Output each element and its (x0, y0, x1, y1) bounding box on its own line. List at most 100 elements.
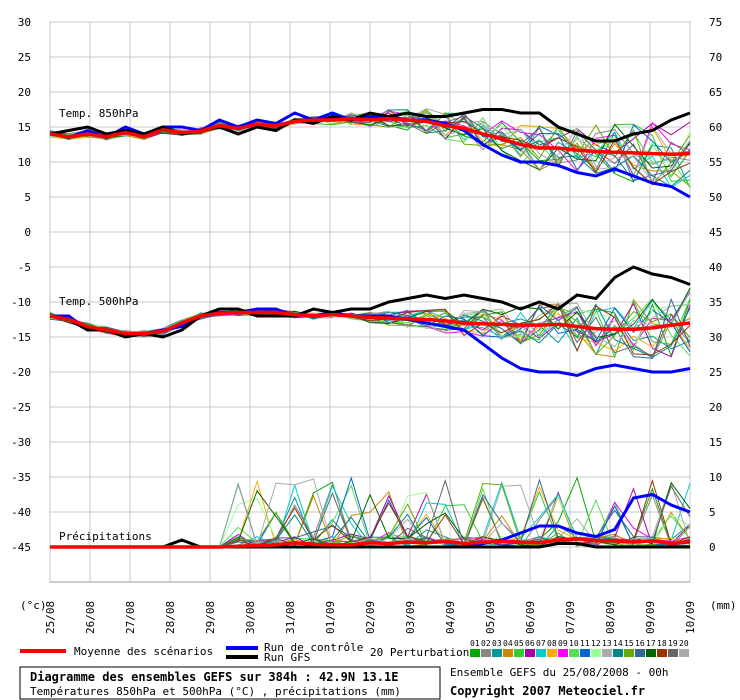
perturbation-id-label: 12 (591, 639, 601, 648)
footer-box (19, 666, 441, 700)
perturbation-id-label: 16 (635, 639, 645, 648)
perturbation-id-label: 20 (679, 639, 689, 648)
perturbation-id-label: 19 (668, 639, 678, 648)
left-tick-label: -40 (11, 506, 31, 519)
perturbation-id-label: 17 (646, 639, 656, 648)
main-series-lines (49, 108, 691, 549)
right-tick-label: 70 (709, 51, 722, 64)
x-tick-label: 26/08 (84, 601, 97, 634)
perturbation-id-label: 15 (624, 639, 634, 648)
x-tick-label: 07/09 (564, 601, 577, 634)
perturbation-swatch (646, 649, 656, 657)
right-tick-label: 65 (709, 86, 722, 99)
series-moyenne-des-sc-narios-precip (50, 536, 691, 549)
perturbation-id-label: 08 (547, 639, 557, 648)
x-tick-label: 05/09 (484, 601, 497, 634)
footer-copyright: Copyright 2007 Meteociel.fr (450, 684, 645, 698)
left-tick-label: -10 (11, 296, 31, 309)
perturbation-swatch (602, 649, 612, 657)
x-tick-label: 04/09 (444, 601, 457, 634)
grid (49, 21, 691, 583)
perturbation-swatch (536, 649, 546, 657)
x-tick-label: 27/08 (124, 601, 137, 634)
legend-label-gfs: Run GFS (264, 651, 310, 664)
left-tick-label: 15 (18, 121, 31, 134)
perturbation-id-label: 03 (492, 639, 502, 648)
left-tick-label: 5 (24, 191, 31, 204)
right-tick-label: 35 (709, 296, 722, 309)
perturbation-swatch (514, 649, 524, 657)
perturbation-swatch (657, 649, 667, 657)
perturbation-id-label: 05 (514, 639, 524, 648)
right-tick-label: 75 (709, 16, 722, 29)
perturbation-swatch (569, 649, 579, 657)
x-tick-label: 25/08 (44, 601, 57, 634)
perturbation-id-label: 14 (613, 639, 623, 648)
tick-labels: 302520151050-5-10-15-20-25-30-35-40-4575… (11, 16, 722, 634)
x-tick-label: 30/08 (244, 601, 257, 634)
perturbation-swatch (624, 649, 634, 657)
series-run-gfs-t500 (49, 265, 691, 339)
left-tick-label: -20 (11, 366, 31, 379)
perturbation-id-label: 11 (580, 639, 590, 648)
annotation-precip: Précipitations (59, 530, 152, 543)
right-tick-label: 45 (709, 226, 722, 239)
right-tick-label: 40 (709, 261, 722, 274)
perturbation-id-label: 06 (525, 639, 535, 648)
perturbation-id-label: 07 (536, 639, 546, 648)
right-tick-label: 15 (709, 436, 722, 449)
left-tick-label: -15 (11, 331, 31, 344)
x-tick-label: 29/08 (204, 601, 217, 634)
perturbation-id-label: 02 (481, 639, 491, 648)
series-run-gfs-t850 (49, 108, 691, 143)
legend: Moyenne des scénarios Run de contrôle Ru… (20, 639, 689, 664)
series-moyenne-des-sc-narios-t500 (49, 310, 691, 336)
left-tick-label: -35 (11, 471, 31, 484)
perturbation-id-label: 09 (558, 639, 568, 648)
perturbation-swatch (613, 649, 623, 657)
left-tick-label: -25 (11, 401, 31, 414)
x-tick-label: 10/09 (684, 601, 697, 634)
right-unit-label: (mm) (710, 599, 737, 612)
perturbation-id-label: 18 (657, 639, 667, 648)
annotation-t850: Temp. 850hPa (59, 107, 138, 120)
left-tick-label: -30 (11, 436, 31, 449)
right-tick-label: 30 (709, 331, 722, 344)
perturbation-swatch (503, 649, 513, 657)
left-tick-label: -45 (11, 541, 31, 554)
right-tick-label: 0 (709, 541, 716, 554)
footer-subtitle: Températures 850hPa et 500hPa (°C) , pré… (30, 685, 401, 698)
right-tick-label: 55 (709, 156, 722, 169)
right-tick-label: 50 (709, 191, 722, 204)
perturbation-legend: 01 02 03 04 05 06 07 08 09 10 11 12 13 14 15 16 17 18 19 20 (470, 639, 689, 657)
left-unit-label: (°c) (20, 599, 47, 612)
x-tick-label: 06/09 (524, 601, 537, 634)
perturbation-swatch (481, 649, 491, 657)
series-moyenne-des-sc-narios-t850 (49, 116, 691, 157)
right-tick-label: 25 (709, 366, 722, 379)
perturbation-swatch (525, 649, 535, 657)
x-tick-label: 03/09 (404, 601, 417, 634)
perturbation-id-label: 13 (602, 639, 612, 648)
x-tick-label: 02/09 (364, 601, 377, 634)
right-tick-label: 20 (709, 401, 722, 414)
x-tick-label: 28/08 (164, 601, 177, 634)
perturbation-swatch (668, 649, 678, 657)
left-tick-label: 10 (18, 156, 31, 169)
perturbation-swatch (470, 649, 480, 657)
left-tick-label: 0 (24, 226, 31, 239)
legend-label-control: Run de contrôle (264, 641, 363, 654)
left-tick-label: -5 (18, 261, 31, 274)
perturbation-id-label: 10 (569, 639, 579, 648)
x-tick-label: 31/08 (284, 601, 297, 634)
x-tick-label: 01/09 (324, 601, 337, 634)
perturbation-id-label: 04 (503, 639, 513, 648)
left-tick-label: 30 (18, 16, 31, 29)
perturbation-swatch (558, 649, 568, 657)
right-tick-label: 5 (709, 506, 716, 519)
perturbation-swatch (635, 649, 645, 657)
annotation-t500: Temp. 500hPa (59, 295, 138, 308)
footer-run-info: Ensemble GEFS du 25/08/2008 - 00h (450, 666, 669, 679)
x-tick-label: 08/09 (604, 601, 617, 634)
